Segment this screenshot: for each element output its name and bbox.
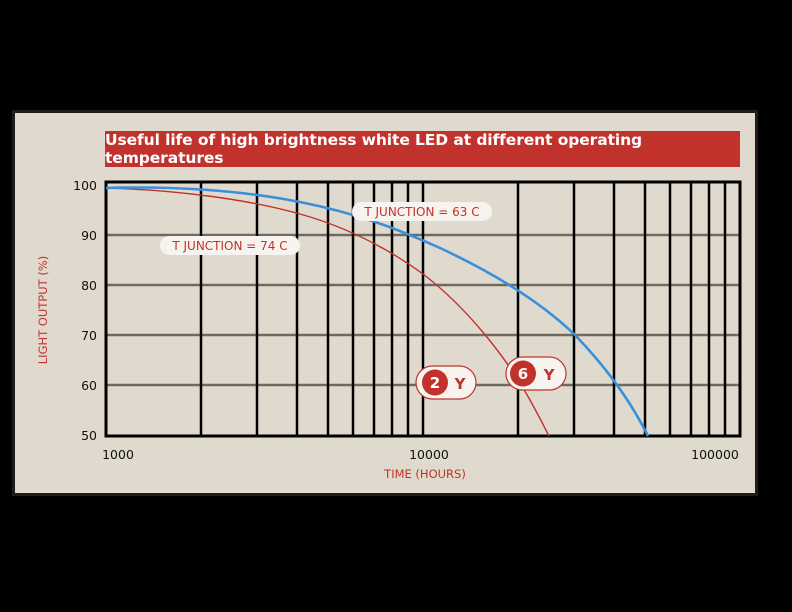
svg-text:60: 60	[81, 378, 97, 393]
label-74c: T JUNCTION = 74 C	[160, 236, 300, 255]
label-63c: T JUNCTION = 63 C	[352, 202, 492, 221]
svg-text:1000: 1000	[102, 447, 134, 462]
svg-text:90: 90	[81, 228, 97, 243]
svg-text:T JUNCTION = 74 C: T JUNCTION = 74 C	[171, 239, 287, 253]
svg-text:2: 2	[430, 374, 440, 392]
badge-6-years: 6 Y	[505, 356, 567, 391]
series-63c-curve	[105, 186, 650, 437]
vertical-gridlines	[199, 182, 727, 436]
x-tick-labels: 1000 10000 100000	[102, 447, 739, 462]
series-74c-curve	[105, 187, 550, 437]
svg-text:T JUNCTION = 63 C: T JUNCTION = 63 C	[363, 205, 479, 219]
badge-2-years: 2 Y	[415, 365, 477, 400]
y-tick-labels: 100 90 80 70 60 50	[73, 178, 97, 443]
svg-text:100000: 100000	[691, 447, 739, 462]
chart-panel	[12, 110, 758, 496]
svg-text:10000: 10000	[409, 447, 449, 462]
svg-text:6: 6	[518, 365, 528, 383]
y-axis-label: LIGHT OUTPUT (%)	[36, 256, 50, 364]
svg-text:70: 70	[81, 328, 97, 343]
svg-text:50: 50	[81, 428, 97, 443]
x-axis-label: TIME (HOURS)	[383, 467, 466, 481]
svg-text:80: 80	[81, 278, 97, 293]
chart-title: Useful life of high brightness white LED…	[105, 131, 740, 167]
svg-text:Y: Y	[543, 366, 556, 384]
svg-text:Y: Y	[454, 375, 467, 393]
plot-frame	[104, 180, 742, 438]
svg-text:100: 100	[73, 178, 97, 193]
